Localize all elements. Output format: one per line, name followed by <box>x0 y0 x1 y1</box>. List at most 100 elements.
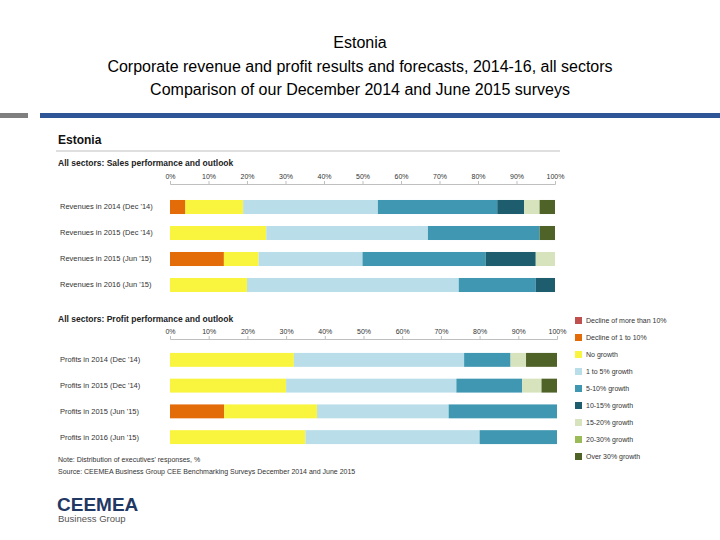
tick: 0% <box>165 328 175 339</box>
source: Source: CEEMEA Business Group CEE Benchm… <box>58 468 355 476</box>
tick: Revenues in 2015 (Dec '14) <box>60 228 170 237</box>
legend-swatch <box>575 351 582 358</box>
bar-segment <box>259 252 363 266</box>
tick-label: 50% <box>357 328 371 335</box>
bar-segment <box>557 430 558 444</box>
bar-segment <box>317 404 449 418</box>
logo-name: CEEMEA <box>57 494 139 515</box>
bar-segment <box>540 226 555 240</box>
bar-segment <box>378 200 497 214</box>
tick: Profits in 2015 (Dec '14) <box>60 381 170 390</box>
legend-label: Decline of more than 10% <box>586 317 667 324</box>
tick-label: 80% <box>471 173 485 180</box>
tick-mark <box>170 336 171 339</box>
bar-segment <box>170 430 305 444</box>
bars <box>170 353 557 444</box>
tick: 100% <box>547 173 565 184</box>
slide-title: Corporate revenue and profit results and… <box>107 58 612 75</box>
slide-title: Estonia <box>333 34 386 51</box>
bar-segment <box>557 430 558 444</box>
tick: Profits in 2014 (Dec '14) <box>60 355 170 364</box>
tick: 20% <box>240 173 254 184</box>
bar-segment <box>557 430 558 444</box>
legend-swatch <box>575 436 582 443</box>
category-label: Revenues in 2015 (Jun '15) <box>60 254 152 263</box>
tick-mark <box>286 181 287 184</box>
tick: 60% <box>394 173 408 184</box>
tick-label: 30% <box>280 328 294 335</box>
tick-label: 10% <box>202 328 216 335</box>
tick: 30% <box>280 328 294 339</box>
bar-segment <box>224 252 259 266</box>
bar-segment <box>557 404 558 418</box>
x-axis: 0%10%20%30%40%50%60%70%80%90%100% <box>165 173 564 185</box>
bar-segment <box>170 379 286 393</box>
legend-label: 20-30% growth <box>586 436 633 444</box>
bar-segment <box>557 404 558 418</box>
header-rule-gray <box>0 113 28 118</box>
tick-mark <box>555 181 556 184</box>
tick-mark <box>557 336 558 339</box>
tick-mark <box>247 181 248 184</box>
bar-segment <box>363 252 486 266</box>
bar-segment <box>224 404 317 418</box>
tick: 10% <box>202 173 216 184</box>
bar-segment <box>286 379 456 393</box>
tick-label: 80% <box>473 328 487 335</box>
tick: 80% <box>471 173 485 184</box>
axis-line <box>171 336 558 340</box>
tick-mark <box>517 181 518 184</box>
tick-label: 0% <box>165 173 175 180</box>
legend-swatch <box>575 385 582 392</box>
tick-label: 100% <box>547 173 565 180</box>
category-label: Profits in 2014 (Dec '14) <box>60 355 141 364</box>
legend-label: 5-10% growth <box>586 385 629 393</box>
bar-segment <box>524 200 539 214</box>
tick: 60% <box>396 328 410 339</box>
tick-mark <box>401 181 402 184</box>
tick-label: 0% <box>165 328 175 335</box>
tick-label: 70% <box>433 173 447 180</box>
bar-segment <box>542 379 557 393</box>
tick: 40% <box>317 173 331 184</box>
tick-mark <box>478 181 479 184</box>
tick-mark <box>363 181 364 184</box>
legend-swatch <box>575 317 582 324</box>
category-label: Revenues in 2015 (Dec '14) <box>60 228 153 237</box>
tick-mark <box>209 336 210 339</box>
legend-label: 15-20% growth <box>586 419 633 427</box>
tick-mark <box>364 336 365 339</box>
bar-segment <box>170 226 266 240</box>
tick: 80% <box>473 328 487 339</box>
tick-mark <box>402 336 403 339</box>
bar-segment <box>522 379 541 393</box>
category-label: Profits in 2016 (Jun '15) <box>60 433 139 442</box>
bar-segment <box>557 404 558 418</box>
tick-mark <box>325 336 326 339</box>
panel-title: Estonia <box>58 133 102 147</box>
legend-swatch <box>575 368 582 375</box>
tick-label: 40% <box>318 328 332 335</box>
bar-segment <box>243 200 378 214</box>
tick-label: 40% <box>317 173 331 180</box>
bar-segment <box>536 278 555 292</box>
bar-segment <box>540 200 555 214</box>
tick: 0% <box>165 173 175 184</box>
bar-segment <box>486 252 536 266</box>
tick-label: 60% <box>394 173 408 180</box>
legend-swatch <box>575 419 582 426</box>
tick-mark <box>324 181 325 184</box>
y-axis: Revenues in 2014 (Dec '14) Revenues in 20… <box>60 195 171 299</box>
bar-segment <box>305 430 479 444</box>
bar-segment <box>557 404 558 418</box>
tick-mark <box>209 181 210 184</box>
tick-mark <box>247 336 248 339</box>
tick-mark <box>441 336 442 339</box>
tick: 20% <box>241 328 255 339</box>
tick: Revenues in 2014 (Dec '14) <box>60 202 170 211</box>
tick: Revenues in 2015 (Jun '15) <box>60 254 170 263</box>
bar-segment <box>185 200 243 214</box>
bar-segment <box>459 278 536 292</box>
tick-label: 50% <box>356 173 370 180</box>
axis-line <box>171 181 556 185</box>
